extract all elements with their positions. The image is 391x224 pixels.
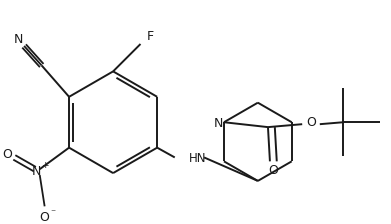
Text: ⁻: ⁻ — [50, 208, 55, 218]
Text: O: O — [268, 164, 278, 177]
Text: HN: HN — [188, 152, 206, 165]
Text: O: O — [306, 116, 316, 129]
Text: N: N — [213, 117, 223, 130]
Text: O: O — [2, 148, 13, 161]
Text: O: O — [40, 211, 50, 224]
Text: N: N — [32, 165, 41, 178]
Text: N: N — [14, 33, 23, 46]
Text: +: + — [41, 161, 48, 170]
Text: F: F — [147, 30, 154, 43]
